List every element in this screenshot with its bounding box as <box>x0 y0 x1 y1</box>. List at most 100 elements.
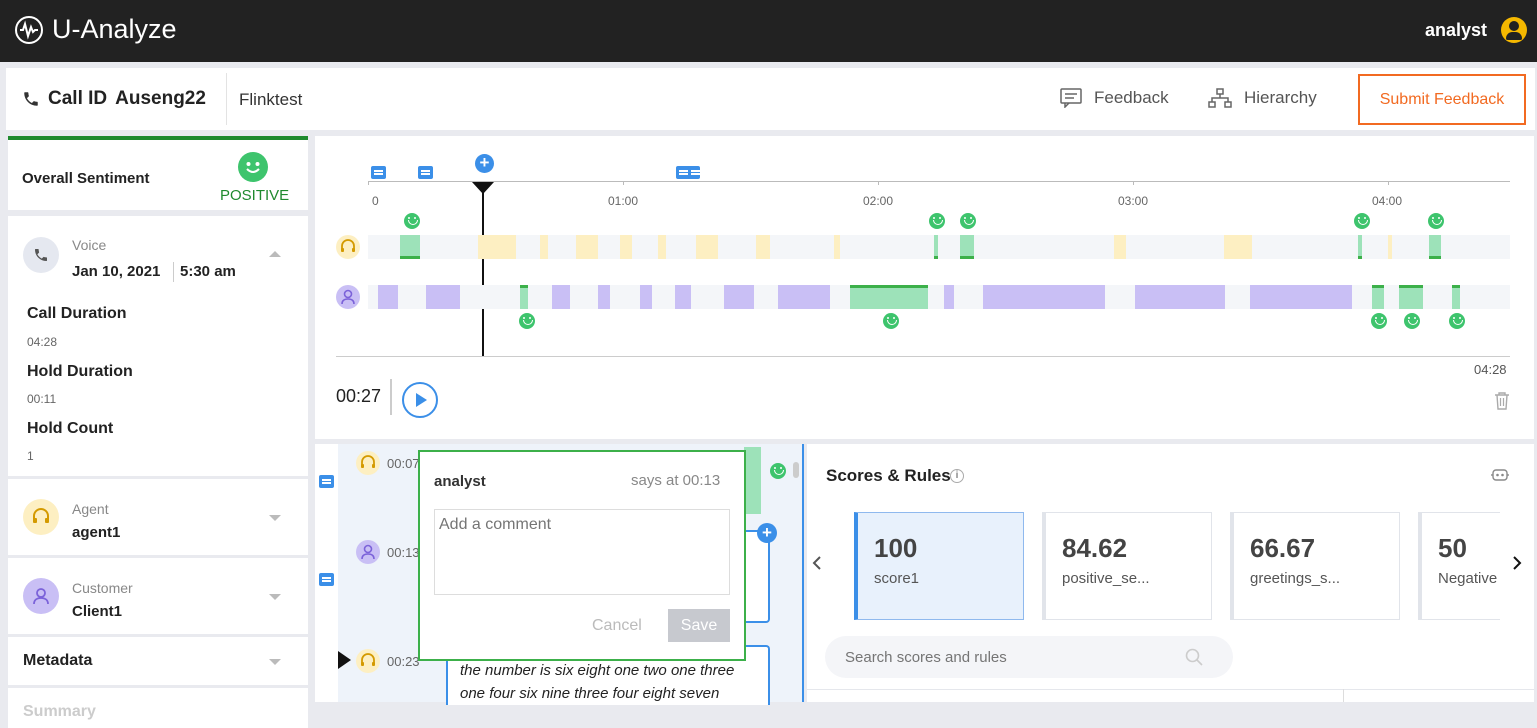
positive-sentiment-icon[interactable] <box>1354 213 1370 229</box>
customer-label: Customer <box>72 580 133 596</box>
positive-sentiment-icon[interactable] <box>1449 313 1465 329</box>
axis-tick <box>1133 181 1134 185</box>
customer-speech-segment[interactable] <box>598 285 610 309</box>
positive-sentiment-icon[interactable] <box>929 213 945 229</box>
tick-label: 01:00 <box>608 194 639 208</box>
agent-positive-segment[interactable] <box>1429 235 1441 259</box>
positive-sentiment-icon[interactable] <box>404 213 420 229</box>
metadata-label: Metadata <box>23 652 93 669</box>
top-bar <box>0 0 1537 62</box>
transcript-timestamp[interactable]: 00:23 <box>387 654 420 669</box>
customer-speech-segment[interactable] <box>426 285 460 309</box>
axis-tick <box>368 181 369 185</box>
metadata-expand-chevron-icon[interactable] <box>269 659 281 665</box>
score-search-input[interactable] <box>845 648 1185 666</box>
agent-speech-segment[interactable] <box>834 235 840 259</box>
play-button[interactable] <box>402 382 438 418</box>
next-arrow-icon[interactable] <box>1512 555 1522 576</box>
customer-speech-segment[interactable] <box>778 285 830 309</box>
positive-sentiment-icon[interactable] <box>960 213 976 229</box>
agent-speech-segment[interactable] <box>1114 235 1126 259</box>
customer-positive-segment[interactable] <box>1372 285 1384 309</box>
agent-speech-segment[interactable] <box>576 235 598 259</box>
info-icon[interactable]: i <box>950 469 964 483</box>
score-card[interactable]: 100 score1 <box>854 512 1024 620</box>
waveform-logo-icon <box>15 15 43 44</box>
agent-positive-segment[interactable] <box>400 235 420 259</box>
comment-input[interactable] <box>434 509 730 595</box>
add-comment-plus-icon[interactable]: + <box>475 154 494 173</box>
add-comment-plus-icon[interactable]: + <box>757 523 777 543</box>
cancel-button[interactable]: Cancel <box>592 617 642 634</box>
delete-icon[interactable] <box>1494 391 1510 415</box>
customer-positive-segment[interactable] <box>850 285 928 309</box>
agent-speech-segment[interactable] <box>620 235 632 259</box>
customer-track[interactable] <box>368 285 1510 309</box>
positive-sentiment-icon[interactable] <box>1404 313 1420 329</box>
score-card[interactable]: 66.67 greetings_s... <box>1230 512 1400 620</box>
agent-positive-segment[interactable] <box>960 235 974 259</box>
call-duration-value: 04:28 <box>27 335 58 349</box>
customer-speech-segment[interactable] <box>1250 285 1352 309</box>
hierarchy-label: Hierarchy <box>1244 88 1317 107</box>
robot-settings-icon[interactable] <box>1490 466 1510 489</box>
positive-sentiment-icon[interactable] <box>519 313 535 329</box>
comment-marker-icon[interactable] <box>319 475 334 488</box>
customer-speech-segment[interactable] <box>983 285 1105 309</box>
agent-speech-segment[interactable] <box>1224 235 1252 259</box>
customer-track-avatar-icon <box>336 285 360 309</box>
agent-speech-segment[interactable] <box>696 235 718 259</box>
positive-sentiment-icon[interactable] <box>883 313 899 329</box>
customer-speech-segment[interactable] <box>944 285 954 309</box>
agent-track[interactable] <box>368 235 1510 259</box>
call-date: Jan 10, 2021 <box>72 263 161 280</box>
user-menu[interactable]: analyst <box>1425 17 1527 43</box>
agent-positive-segment[interactable] <box>934 235 938 259</box>
comment-marker-icon[interactable] <box>371 166 386 179</box>
play-icon <box>416 393 427 407</box>
app-logo[interactable]: U-Analyze <box>14 14 177 45</box>
scrollbar-thumb[interactable] <box>793 462 799 478</box>
agent-speech-segment[interactable] <box>658 235 666 259</box>
customer-speech-segment[interactable] <box>675 285 691 309</box>
agent-speech-segment[interactable] <box>1388 235 1392 259</box>
agent-name: agent1 <box>72 524 121 541</box>
score-card[interactable]: 50 Negative <box>1418 512 1500 620</box>
feedback-link[interactable]: Feedback <box>1060 88 1169 108</box>
comment-marker-icon[interactable] <box>418 166 433 179</box>
customer-speech-segment[interactable] <box>640 285 652 309</box>
positive-sentiment-icon[interactable] <box>1428 213 1444 229</box>
agent-expand-chevron-icon[interactable] <box>269 515 281 521</box>
comment-marker-icon[interactable] <box>319 573 334 586</box>
hierarchy-link[interactable]: Hierarchy <box>1208 88 1317 108</box>
customer-speech-segment[interactable] <box>1135 285 1225 309</box>
prev-arrow-icon[interactable] <box>812 555 822 576</box>
summary-card[interactable] <box>8 688 308 728</box>
customer-speech-segment[interactable] <box>552 285 570 309</box>
comment-marker-icon[interactable] <box>676 166 691 179</box>
transcript-timestamp[interactable]: 00:07 <box>387 456 420 471</box>
agent-speech-segment[interactable] <box>756 235 770 259</box>
score-search-box[interactable] <box>825 636 1233 678</box>
collapse-chevron-icon[interactable] <box>269 251 281 257</box>
save-button[interactable]: Save <box>668 609 730 642</box>
score-cards-viewport: 100 score1 84.62 positive_se... 66.67 gr… <box>840 505 1500 627</box>
comment-marker-icon[interactable] <box>688 166 700 179</box>
agent-positive-segment[interactable] <box>1358 235 1362 259</box>
customer-positive-segment[interactable] <box>520 285 528 309</box>
customer-speech-segment[interactable] <box>378 285 398 309</box>
playhead-handle[interactable] <box>472 182 494 194</box>
agent-speech-segment[interactable] <box>540 235 548 259</box>
call-id-label: Call ID <box>48 88 108 109</box>
customer-expand-chevron-icon[interactable] <box>269 594 281 600</box>
score-name: positive_se... <box>1062 570 1150 587</box>
transcript-timestamp[interactable]: 00:13 <box>387 545 420 560</box>
metadata-card[interactable] <box>8 637 308 685</box>
customer-positive-segment[interactable] <box>1399 285 1423 309</box>
submit-feedback-button[interactable]: Submit Feedback <box>1358 74 1526 125</box>
score-card[interactable]: 84.62 positive_se... <box>1042 512 1212 620</box>
agent-speech-segment[interactable] <box>478 235 516 259</box>
customer-speech-segment[interactable] <box>724 285 754 309</box>
customer-positive-segment[interactable] <box>1452 285 1460 309</box>
positive-sentiment-icon[interactable] <box>1371 313 1387 329</box>
